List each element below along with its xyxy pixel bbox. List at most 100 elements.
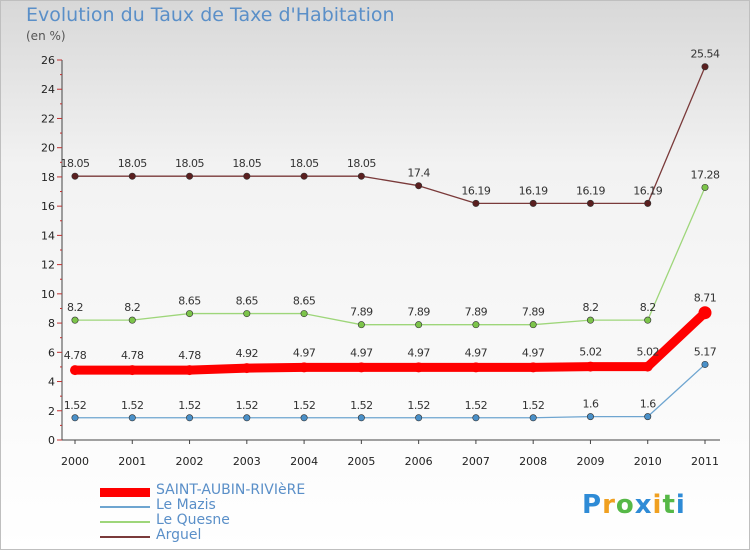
data-label: 4.92 [236,347,259,360]
proxiti-logo: Proxiti [582,490,686,520]
y-tick-label: 8 [48,317,55,330]
x-tick-label: 2003 [233,455,261,468]
data-label: 8.65 [293,295,316,308]
y-tick-label: 12 [41,259,55,272]
data-point [299,362,310,373]
data-point [472,321,480,329]
data-label: 18.05 [347,157,376,170]
data-label: 4.78 [178,349,201,362]
series-3: 18.05 18.05 18.05 18.05 18.05 18.05 17.4 16.19 1… [61,48,720,207]
data-point [356,362,367,373]
data-label: 8.65 [178,295,201,308]
legend-swatch [100,536,150,538]
data-label: 16.19 [461,184,490,197]
data-point [300,172,308,180]
y-tick-label: 18 [41,171,55,184]
legend-label: Le Mazis [156,497,216,513]
data-point [243,310,251,318]
data-label: 7.89 [465,306,488,319]
data-label: 4.97 [350,346,373,359]
data-point [644,413,652,421]
data-label: 18.05 [118,157,147,170]
x-tick-label: 2011 [691,455,719,468]
data-point [529,321,537,329]
series-line [74,186,706,326]
legend: SAINT-AUBIN-RIVIèRE Le Mazis Le Quesne Argu… [100,482,360,544]
logo-letter: i [675,490,686,520]
x-tick-label: 2000 [61,455,89,468]
data-label: 7.89 [522,306,545,319]
data-label: 5.02 [636,346,659,359]
data-label: 1.52 [350,399,373,412]
data-label: 1.52 [293,399,316,412]
data-point [186,172,194,180]
data-point [71,316,79,324]
data-label: 1.6 [640,398,656,411]
logo-letter: t [662,490,676,520]
data-label: 1.52 [465,399,488,412]
x-tick-label: 2007 [462,455,490,468]
legend-swatch [100,487,150,497]
y-tick-label: 14 [41,229,55,242]
y-tick-label: 2 [48,405,55,418]
data-label: 16.19 [633,184,662,197]
data-point [701,63,709,71]
chart-subtitle: (en %) [26,29,66,43]
y-tick-label: 0 [48,434,55,447]
x-tick-label: 2001 [118,455,146,468]
data-point [642,361,653,372]
data-point [472,199,480,207]
data-point [586,316,594,324]
data-point [415,321,423,329]
data-point [698,306,712,320]
x-tick-label: 2006 [405,455,433,468]
data-label: 8.2 [582,301,598,314]
data-point [644,199,652,207]
data-point [300,414,308,422]
series-0: 4.78 4.78 4.78 4.92 4.97 4.97 4.97 4.97 4.97 5.02… [64,292,717,376]
data-label: 1.52 [64,399,87,412]
series-line [74,363,706,419]
data-point [186,310,194,318]
logo-letter: i [652,490,663,520]
data-label: 18.05 [61,157,90,170]
legend-item: Arguel [100,527,360,544]
data-point [585,361,596,372]
y-tick-label: 6 [48,346,55,359]
data-label: 17.28 [691,168,720,181]
y-tick-label: 22 [41,112,55,125]
x-tick-label: 2005 [347,455,375,468]
data-point [300,310,308,318]
legend-item: Le Mazis [100,497,360,514]
data-point [586,199,594,207]
legend-swatch [100,506,150,508]
series-line [74,66,706,205]
data-point [243,172,251,180]
data-point [470,362,481,373]
data-point [184,365,195,376]
data-point [357,321,365,329]
data-point [528,362,539,373]
data-label: 5.02 [579,346,602,359]
data-point [243,414,251,422]
y-tick-label: 4 [48,376,55,389]
legend-label: Arguel [156,527,202,543]
data-point [128,172,136,180]
logo-letter: r [602,490,616,520]
data-label: 16.19 [576,184,605,197]
y-tick-label: 16 [41,200,55,213]
data-point [71,414,79,422]
data-label: 7.89 [407,306,430,319]
data-label: 4.97 [407,346,430,359]
data-label: 8.2 [640,301,656,314]
data-point [701,360,709,368]
data-label: 1.52 [407,399,430,412]
data-point [415,414,423,422]
x-tick-label: 2009 [576,455,604,468]
data-label: 1.52 [121,399,144,412]
x-tick-label: 2002 [176,455,204,468]
data-label: 25.54 [691,48,720,61]
